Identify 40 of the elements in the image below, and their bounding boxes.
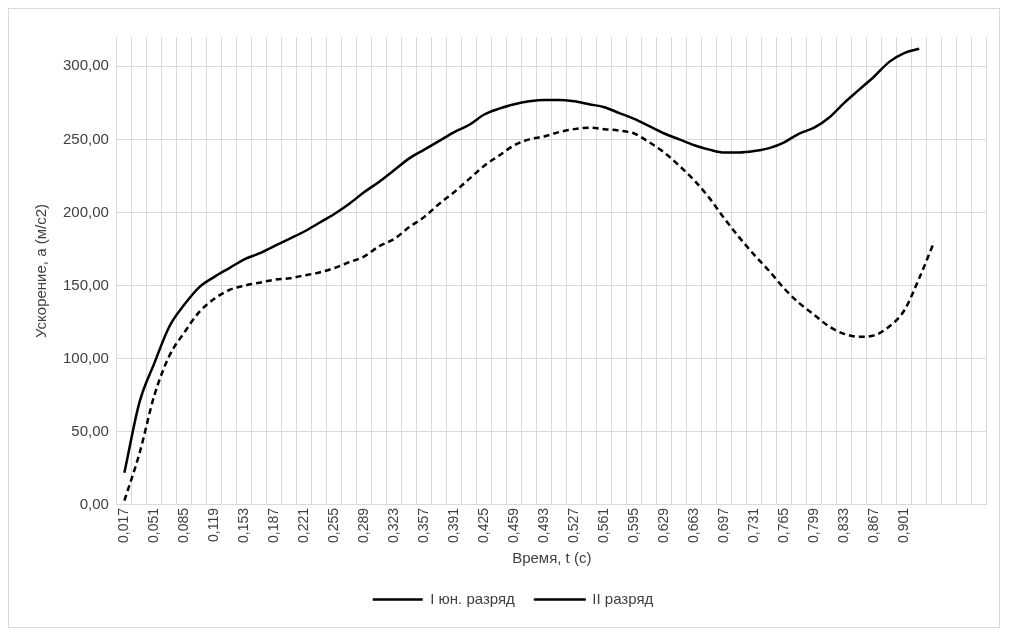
x-tick-label: 0,153: [235, 507, 252, 544]
legend-label: II разряд: [592, 589, 654, 607]
x-tick-label: 0,017: [115, 507, 132, 544]
x-tick-label: 0,799: [805, 507, 822, 544]
x-tick-label: 0,765: [775, 507, 792, 544]
x-tick-label: 0,323: [385, 507, 402, 544]
x-tick-label: 0,425: [475, 507, 492, 544]
x-tick-label: 0,697: [715, 507, 732, 544]
y-tick-label: 50,00: [71, 421, 109, 439]
y-tick-label: 100,00: [62, 348, 109, 366]
x-tick-label: 0,527: [565, 507, 582, 544]
x-tick-label: 0,085: [175, 507, 192, 544]
x-tick-label: 0,595: [625, 507, 642, 544]
x-tick-label: 0,255: [325, 507, 342, 544]
x-tick-label: 0,289: [355, 507, 372, 544]
y-tick-label: 200,00: [62, 202, 109, 220]
y-tick-label: 150,00: [62, 275, 109, 293]
x-tick-label: 0,663: [685, 507, 702, 544]
y-axis-title: Ускорение, a (м/с2): [32, 204, 50, 338]
x-tick-label: 0,119: [205, 507, 222, 542]
x-tick-label: 0,901: [895, 507, 912, 544]
x-tick-label: 0,493: [535, 507, 552, 544]
x-tick-label: 0,391: [445, 507, 462, 544]
x-axis-title: Время, t (с): [512, 549, 592, 567]
x-tick-label: 0,867: [865, 507, 882, 544]
x-tick-label: 0,629: [655, 507, 672, 544]
y-tick-label: 250,00: [62, 129, 109, 147]
x-tick-label: 0,357: [415, 507, 432, 544]
x-tick-label: 0,459: [505, 507, 522, 544]
x-tick-label: 0,051: [145, 507, 162, 544]
line-series: [123, 47, 921, 475]
line-series: [123, 126, 936, 502]
x-tick-label: 0,833: [835, 507, 852, 544]
x-tick-label: 0,731: [745, 507, 762, 544]
y-tick-label: 300,00: [62, 56, 109, 74]
x-tick-label: 0,561: [595, 507, 612, 544]
x-tick-label: 0,221: [295, 507, 312, 544]
y-tick-label: 0,00: [79, 495, 109, 513]
x-tick-label: 0,187: [265, 507, 282, 544]
legend-label: I юн. разряд: [430, 589, 516, 607]
